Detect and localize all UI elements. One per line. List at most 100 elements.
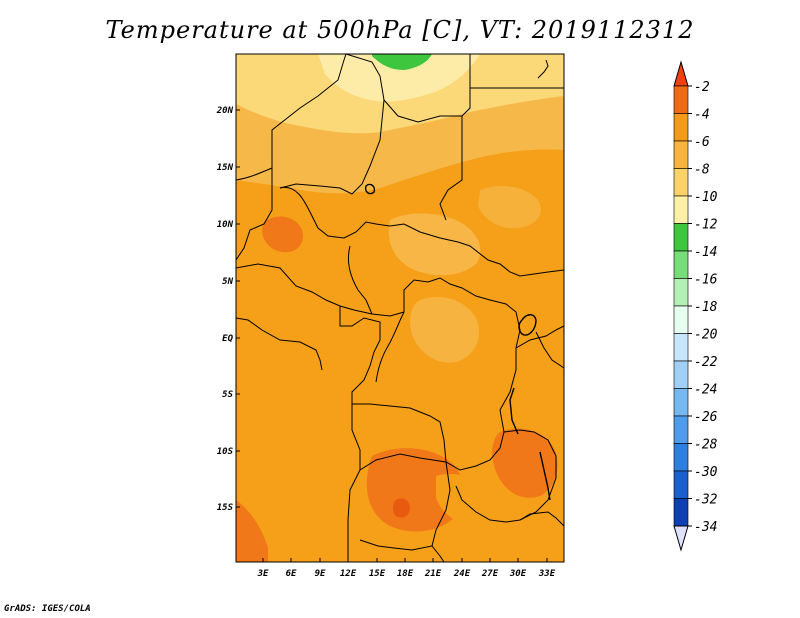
coast-red-sea [537,59,549,79]
border-8 [236,263,405,317]
lat-label: 10S [217,447,234,457]
field-band-coolest [318,54,480,102]
colorbar-label: -30 [694,465,718,480]
field-patch-base-1 [436,474,496,525]
field-patch-warm-4 [236,500,268,562]
border-10 [347,245,373,315]
field-patch-warm-2 [366,448,465,532]
colorbar-label: -14 [694,245,717,260]
field-patch-cool-2 [410,296,480,363]
colorbar-swatch [673,360,689,389]
colorbar-swatch [673,113,689,142]
border-5 [279,99,385,195]
lat-label: 20N [216,106,234,116]
colorbar-swatch [673,195,689,224]
colorbar-label: -34 [694,520,717,535]
lat-label: 5S [222,390,233,400]
field-patch-cool-1 [388,213,481,276]
field-green-patch [372,54,432,70]
border-19 [499,348,517,433]
colorbar-label: -8 [694,163,710,178]
political-borders [236,54,564,562]
colorbar-label: -6 [694,135,710,150]
colorbar-swatch [673,333,689,362]
border-22 [519,511,564,527]
border-7 [279,186,391,239]
lon-label: 21E [424,569,442,579]
colorbar-label: -26 [694,410,718,425]
border-11 [403,277,521,349]
colorbar-label: -18 [694,300,718,315]
credit-label: GrADS: IGES/COLA [4,604,91,614]
lon-label: 3E [257,569,269,579]
lon-label: 15E [369,569,386,579]
border-23 [431,545,445,562]
border-3 [461,54,471,117]
colorbar-label: -2 [694,80,710,95]
colorbar-swatch [673,498,689,527]
lake-malawi [539,451,551,501]
colorbar-swatch [673,305,689,334]
colorbar-label: -16 [694,273,718,288]
colorbar-label: -24 [694,383,717,398]
colorbar-label: -4 [694,108,710,123]
lat-label: 15S [217,503,234,513]
lat-label: 10N [217,220,234,230]
border-20 [515,325,564,349]
coast-gulf [236,317,323,371]
colorbar-swatch [673,470,689,499]
field-patch-warm-1 [262,216,303,253]
colorbar-swatch [673,278,689,307]
border-9 [389,223,564,277]
border-2 [345,54,463,221]
lon-label: 9E [315,569,326,579]
colorbar-swatch [673,388,689,417]
colorbar-swatch [673,250,689,279]
lon-label: 33E [538,569,556,579]
colorbar-label: -32 [694,493,718,508]
colorbar-swatch [673,415,689,444]
lon-label: 27E [481,569,499,579]
colorbar-swatch [673,168,689,197]
lakes [364,183,551,501]
lake-tanganyika [509,387,519,435]
colorbar: -2 -4 -6 -8 -10 -12 -14 -16 -18 -20 -22 -24 -26 -28 -3… [673,60,718,552]
colorbar-label: -10 [694,190,718,205]
lake-chad [364,183,376,195]
colorbar-top-arrow [673,60,689,87]
colorbar-label: -20 [694,328,718,343]
border-13 [375,311,405,383]
colorbar-swatch [673,140,689,169]
colorbar-label: -12 [694,218,718,233]
field-patch-cool-3 [478,185,541,229]
colorbar-label: -22 [694,355,718,370]
border-18 [455,429,557,523]
lake-victoria [518,314,537,336]
lon-label: 30E [509,569,527,579]
lat-label: EQ [222,334,233,344]
map-frame [235,53,565,563]
lon-label: 18E [397,569,414,579]
axis-labels: 20N 15N 10N 5N EQ 5S 10S 15S 3E 6E 9E 12E 15E 18E 21E 2… [216,106,556,579]
border-21 [535,331,564,369]
border-1 [236,54,347,181]
border-6 [236,168,273,261]
colorbar-swatch [673,85,689,114]
field-patch-warm-5 [393,498,410,518]
colorbar-swatch [673,223,689,252]
field-patch-warm-3 [492,428,558,498]
chart-title: Temperature at 500hPa [C], VT: 201911231… [105,16,695,44]
lon-label: 12E [340,569,357,579]
colorbar-label: -28 [694,438,718,453]
colorbar-bottom-arrow [673,525,689,552]
lat-label: 5N [222,277,233,287]
lat-label: 15N [217,163,234,173]
border-12 [339,306,381,404]
border-14 [352,403,447,463]
border-16 [359,431,505,471]
lon-label: 6E [286,569,297,579]
lon-label: 24E [453,569,471,579]
colorbar-swatch [673,443,689,472]
temperature-field [236,54,564,562]
